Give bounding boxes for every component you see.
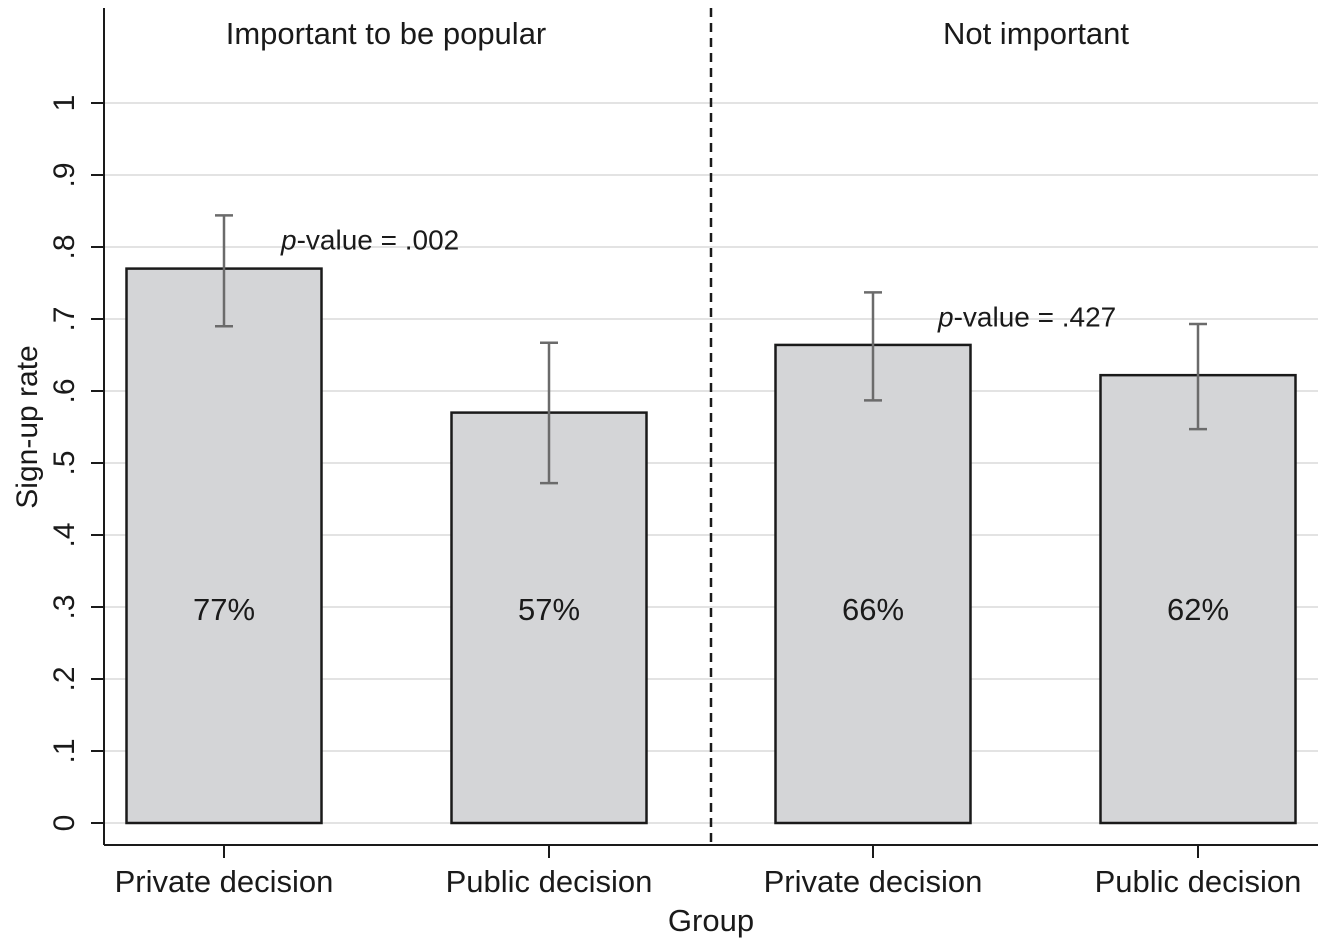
y-tick-label: .8 — [48, 234, 81, 259]
bar — [1099, 373, 1297, 825]
y-tick-label: .7 — [48, 306, 81, 331]
panel-title: Important to be popular — [226, 16, 547, 51]
p-value-text: -value = .002 — [297, 224, 460, 255]
y-tick-label: .4 — [48, 522, 81, 547]
y-tick-label: .5 — [48, 450, 81, 475]
bar-value-label: 62% — [1167, 592, 1229, 627]
panel-title: Not important — [943, 16, 1129, 51]
bar — [450, 411, 648, 825]
x-tick-label: Private decision — [115, 864, 334, 899]
y-tick-label: .2 — [48, 666, 81, 691]
x-tick-label: Public decision — [1095, 864, 1302, 899]
p-value-annotation: p-value = .002 — [280, 224, 459, 255]
p-value-text: -value = .427 — [954, 301, 1117, 332]
axes — [103, 8, 1318, 846]
y-tick-label: 0 — [48, 815, 81, 832]
error-bars — [215, 214, 1207, 485]
bar-value-label: 57% — [518, 592, 580, 627]
bar — [125, 267, 323, 825]
y-tick-label: .1 — [48, 738, 81, 763]
bar-value-label: 66% — [842, 592, 904, 627]
x-tick-label: Private decision — [764, 864, 983, 899]
y-axis-title: Sign-up rate — [11, 345, 44, 508]
labels: Important to be popular 77% Private decisi… — [115, 16, 1302, 899]
p-value-annotation: p-value = .427 — [937, 301, 1116, 332]
y-ticks: 0 .1 .2 .3 .4 .5 .6 .7 .8 .9 1 — [48, 95, 104, 832]
x-axis-title: Group — [668, 903, 754, 938]
y-tick-label: .9 — [48, 162, 81, 187]
bars — [125, 267, 1297, 825]
p-symbol: p — [937, 301, 954, 332]
y-tick-label: .6 — [48, 378, 81, 403]
p-symbol: p — [280, 224, 297, 255]
y-tick-label: 1 — [48, 95, 81, 112]
bar-value-label: 77% — [193, 592, 255, 627]
y-tick-label: .3 — [48, 594, 81, 619]
bar — [774, 343, 972, 825]
x-tick-label: Public decision — [446, 864, 653, 899]
